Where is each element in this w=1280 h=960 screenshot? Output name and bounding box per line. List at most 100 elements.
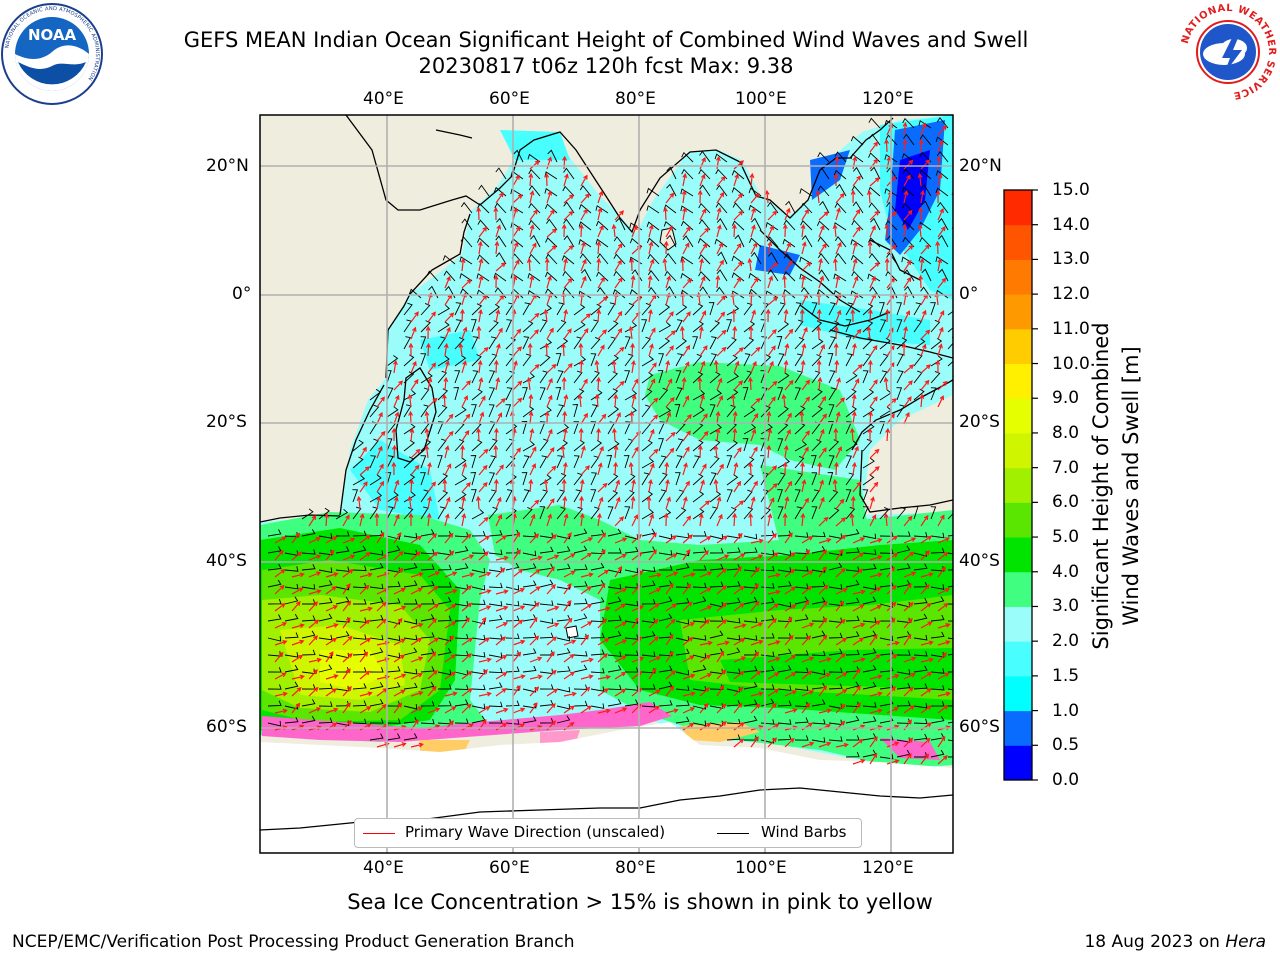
- wave-direction-arrow: [478, 464, 488, 476]
- colorbar-segment: [1004, 190, 1032, 226]
- wind-barb: [828, 421, 834, 435]
- wind-barb: [675, 648, 690, 656]
- wind-barb: [641, 336, 651, 350]
- wind-barb: [708, 302, 715, 316]
- wave-direction-arrow: [747, 257, 753, 272]
- wave-direction-arrow: [818, 516, 829, 527]
- wave-direction-arrow: [784, 654, 797, 663]
- wind-barb: [420, 336, 427, 350]
- wave-direction-arrow: [920, 329, 931, 340]
- wave-direction-arrow: [817, 376, 823, 391]
- wind-barb: [896, 370, 904, 384]
- wave-direction-arrow: [800, 512, 806, 527]
- wind-barb: [352, 565, 367, 572]
- wave-direction-arrow: [563, 532, 572, 544]
- wind-barb: [607, 388, 619, 401]
- wave-direction-arrow: [903, 686, 914, 697]
- wind-barb: [726, 455, 733, 469]
- wave-direction-arrow: [800, 274, 806, 289]
- wave-direction-arrow: [478, 308, 483, 323]
- wind-barb: [794, 685, 809, 692]
- wind-barb: [521, 421, 528, 435]
- wave-direction-arrow: [393, 702, 403, 714]
- wave-direction-arrow: [427, 707, 441, 714]
- wave-direction-arrow: [767, 589, 781, 595]
- wind-barb: [828, 667, 843, 673]
- wave-direction-arrow: [784, 616, 793, 629]
- wave-direction-arrow: [563, 639, 577, 646]
- wave-direction-arrow: [342, 554, 356, 561]
- wave-direction-arrow: [818, 428, 825, 442]
- wind-barb: [301, 564, 316, 571]
- wave-direction-arrow: [458, 342, 464, 357]
- wind-barb: [901, 153, 915, 163]
- wave-direction-arrow: [767, 723, 780, 731]
- wind-barb: [318, 634, 333, 641]
- wave-direction-arrow: [427, 495, 432, 510]
- wave-direction-arrow: [764, 189, 770, 204]
- wave-direction-arrow: [512, 639, 526, 646]
- wave-direction-arrow: [512, 619, 524, 629]
- wave-direction-arrow: [529, 513, 536, 527]
- wave-direction-arrow: [955, 657, 966, 662]
- wind-barb: [267, 614, 282, 622]
- wind-barb: [692, 353, 703, 367]
- wave-direction-arrow: [818, 447, 827, 459]
- wave-direction-arrow: [665, 633, 674, 646]
- wave-direction-arrow: [682, 515, 692, 527]
- wave-direction-arrow: [750, 583, 759, 595]
- wind-barb: [488, 718, 503, 724]
- wind-barb: [646, 187, 660, 197]
- wave-direction-arrow: [665, 225, 673, 238]
- wave-direction-arrow: [461, 482, 471, 493]
- wave-direction-arrow: [529, 428, 535, 442]
- wave-direction-arrow: [801, 599, 810, 612]
- wave-direction-arrow: [444, 463, 452, 476]
- wave-direction-arrow: [512, 651, 522, 663]
- wave-direction-arrow: [868, 410, 874, 425]
- wave-direction-arrow: [665, 685, 675, 697]
- wave-direction-arrow: [409, 427, 415, 442]
- wind-barb: [267, 700, 282, 707]
- wind-barb: [488, 438, 498, 452]
- map-legend: Primary Wave Direction (unscaled) Wind B…: [354, 818, 862, 848]
- wind-barb: [845, 615, 860, 622]
- wave-direction-arrow: [682, 480, 690, 493]
- wind-barb: [539, 474, 552, 486]
- wave-direction-arrow: [274, 691, 288, 697]
- wave-direction-arrow: [801, 479, 807, 493]
- colorbar-tick-label: 7.0: [1052, 457, 1080, 478]
- wave-direction-arrow: [782, 512, 788, 527]
- wave-direction-arrow: [784, 241, 791, 255]
- wave-direction-arrow: [614, 588, 628, 595]
- wave-direction-arrow: [716, 585, 727, 595]
- wave-direction-arrow: [580, 686, 591, 697]
- wave-direction-arrow: [580, 603, 593, 612]
- wind-barb: [607, 615, 622, 622]
- wave-direction-arrow: [767, 533, 777, 544]
- wave-direction-arrow: [376, 618, 387, 629]
- wind-barb: [641, 355, 654, 367]
- wave-direction-arrow: [682, 462, 688, 476]
- wave-direction-arrow: [410, 360, 417, 374]
- wave-direction-arrow: [886, 707, 900, 714]
- wind-barb: [748, 187, 762, 197]
- wave-direction-arrow: [597, 344, 605, 357]
- wind-barb: [624, 406, 637, 418]
- wave-direction-arrow: [682, 242, 690, 255]
- wave-direction-arrow: [561, 342, 566, 357]
- wave-direction-arrow: [715, 274, 721, 289]
- wind-barb: [743, 406, 756, 418]
- wind-barb: [595, 205, 609, 214]
- wave-direction-arrow: [648, 258, 655, 272]
- wave-direction-arrow: [546, 605, 560, 612]
- wave-direction-arrow: [937, 257, 943, 272]
- wave-direction-arrow: [782, 274, 787, 289]
- colorbar-tick-label: 0.5: [1052, 735, 1080, 756]
- wave-direction-arrow: [478, 551, 489, 561]
- wind-barb: [573, 581, 588, 588]
- wave-direction-arrow: [665, 651, 674, 663]
- wave-direction-arrow: [376, 396, 385, 408]
- wave-direction-arrow: [477, 240, 483, 255]
- wind-barb: [726, 634, 741, 641]
